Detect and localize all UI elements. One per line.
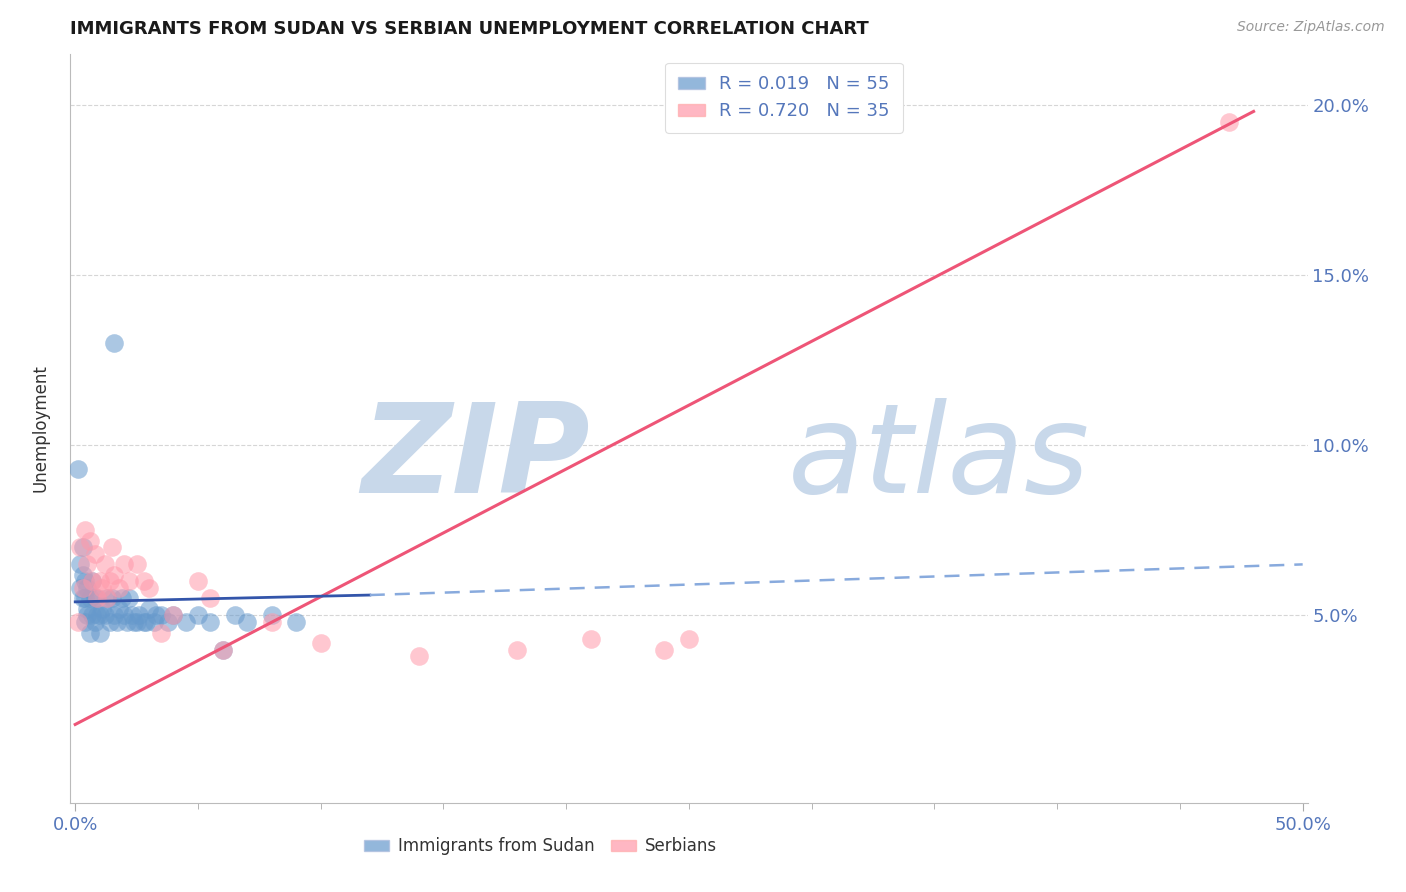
- Point: [69, 581, 91, 595]
- Point: [86, 608, 108, 623]
- Point: [66, 462, 89, 476]
- Point: [1218, 114, 1240, 128]
- Point: [138, 581, 160, 595]
- Point: [98, 574, 121, 589]
- Point: [200, 615, 222, 630]
- Point: [89, 608, 111, 623]
- Point: [285, 615, 308, 630]
- Point: [93, 558, 115, 572]
- Text: ZIP: ZIP: [361, 398, 591, 518]
- Point: [408, 649, 430, 664]
- Point: [101, 591, 124, 606]
- Point: [108, 581, 131, 595]
- Point: [115, 615, 138, 630]
- Point: [132, 615, 155, 630]
- Point: [150, 625, 173, 640]
- Point: [236, 615, 259, 630]
- Point: [72, 541, 94, 555]
- Point: [91, 581, 114, 595]
- Point: [162, 608, 184, 623]
- Text: Source: ZipAtlas.com: Source: ZipAtlas.com: [1237, 20, 1385, 34]
- Point: [150, 608, 173, 623]
- Point: [506, 642, 529, 657]
- Point: [76, 608, 98, 623]
- Point: [72, 591, 94, 606]
- Point: [83, 591, 105, 606]
- Point: [79, 591, 101, 606]
- Point: [82, 608, 104, 623]
- Point: [187, 574, 209, 589]
- Point: [187, 608, 209, 623]
- Point: [69, 541, 91, 555]
- Point: [66, 615, 89, 630]
- Legend: Immigrants from Sudan, Serbians: Immigrants from Sudan, Serbians: [357, 830, 723, 862]
- Point: [108, 601, 131, 615]
- Point: [73, 591, 96, 606]
- Point: [83, 547, 105, 561]
- Point: [86, 591, 108, 606]
- Point: [103, 608, 125, 623]
- Point: [98, 615, 121, 630]
- Point: [101, 541, 124, 555]
- Point: [138, 601, 160, 615]
- Point: [145, 608, 167, 623]
- Point: [76, 558, 98, 572]
- Point: [118, 591, 141, 606]
- Point: [72, 581, 94, 595]
- Text: IMMIGRANTS FROM SUDAN VS SERBIAN UNEMPLOYMENT CORRELATION CHART: IMMIGRANTS FROM SUDAN VS SERBIAN UNEMPLO…: [70, 21, 869, 38]
- Point: [200, 591, 222, 606]
- Point: [86, 591, 108, 606]
- Point: [112, 558, 135, 572]
- Point: [125, 558, 148, 572]
- Point: [142, 615, 165, 630]
- Point: [118, 574, 141, 589]
- Point: [89, 574, 111, 589]
- Point: [76, 581, 98, 595]
- Point: [73, 574, 96, 589]
- Point: [260, 615, 283, 630]
- Point: [72, 567, 94, 582]
- Point: [678, 632, 700, 647]
- Point: [91, 601, 114, 615]
- Point: [111, 591, 134, 606]
- Point: [654, 642, 676, 657]
- Point: [105, 615, 128, 630]
- Point: [76, 601, 98, 615]
- Point: [73, 615, 96, 630]
- Point: [121, 608, 143, 623]
- Point: [82, 574, 104, 589]
- Point: [309, 636, 332, 650]
- Point: [79, 533, 101, 548]
- Point: [174, 615, 197, 630]
- Point: [128, 608, 150, 623]
- Point: [83, 615, 105, 630]
- Point: [96, 591, 118, 606]
- Point: [211, 642, 233, 657]
- Point: [211, 642, 233, 657]
- Point: [93, 608, 115, 623]
- Point: [132, 574, 155, 589]
- Point: [260, 608, 283, 623]
- Point: [79, 625, 101, 640]
- Point: [162, 608, 184, 623]
- Point: [73, 524, 96, 538]
- Point: [224, 608, 246, 623]
- Point: [125, 615, 148, 630]
- Point: [579, 632, 602, 647]
- Point: [112, 608, 135, 623]
- Point: [103, 336, 125, 351]
- Point: [69, 558, 91, 572]
- Point: [122, 615, 145, 630]
- Y-axis label: Unemployment: Unemployment: [31, 364, 49, 492]
- Point: [82, 574, 104, 589]
- Point: [96, 591, 118, 606]
- Point: [89, 625, 111, 640]
- Point: [135, 615, 157, 630]
- Text: atlas: atlas: [787, 398, 1090, 518]
- Point: [157, 615, 180, 630]
- Point: [103, 567, 125, 582]
